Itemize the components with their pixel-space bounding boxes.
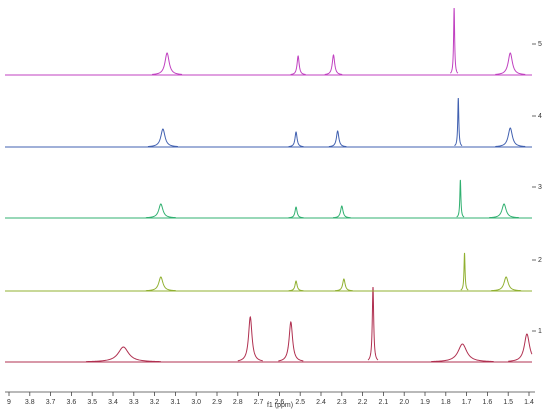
peak — [332, 205, 351, 219]
peak — [85, 346, 161, 363]
peak — [450, 7, 459, 74]
peak — [328, 130, 347, 148]
x-tick-label: 3.3 — [129, 399, 139, 406]
x-tick-label: 3.0 — [191, 399, 201, 406]
x-axis-label: f1 (ppm) — [267, 402, 293, 409]
x-tick-label: 1.5 — [503, 399, 513, 406]
x-tick-label: 2.6 — [275, 399, 285, 406]
x-tick-label: 3.6 — [67, 399, 77, 406]
x-tick-label: 3.8 — [25, 399, 35, 406]
peak — [491, 276, 522, 292]
x-tick-label: 2.8 — [233, 399, 243, 406]
peak — [237, 315, 263, 362]
x-tick-label: 3.5 — [87, 399, 97, 406]
x-tick-label: 3.4 — [108, 399, 118, 406]
peak — [508, 333, 533, 362]
x-tick-label: 2.1 — [379, 399, 389, 406]
peak — [454, 97, 463, 147]
peak — [367, 286, 379, 361]
peak — [431, 343, 494, 363]
y-tick-label: 1 — [538, 328, 542, 335]
peak — [324, 54, 343, 75]
x-tick-label: 9 — [7, 399, 11, 406]
x-tick-label: 3.1 — [171, 399, 181, 406]
y-tick-label: 3 — [538, 184, 542, 191]
peak — [152, 52, 183, 75]
peak — [288, 206, 304, 219]
x-tick-label: 2.7 — [254, 399, 264, 406]
x-tick-label: 3.2 — [150, 399, 160, 406]
peak — [288, 280, 304, 292]
peak — [495, 127, 526, 147]
x-tick-label: 1.9 — [420, 399, 430, 406]
x-tick-label: 2.9 — [212, 399, 222, 406]
x-tick-label: 1.4 — [524, 399, 534, 406]
y-tick-label: 4 — [538, 113, 542, 120]
x-tick-label: 2.0 — [399, 399, 409, 406]
x-tick-label: 1.6 — [483, 399, 493, 406]
x-tick-label: 2.5 — [295, 399, 305, 406]
x-tick-label: 2.2 — [358, 399, 368, 406]
peak — [335, 278, 353, 292]
x-tick-label: 2.3 — [337, 399, 347, 406]
peak — [290, 55, 306, 75]
peak — [489, 203, 520, 219]
peak — [147, 128, 178, 148]
x-tick-label: 2.4 — [316, 399, 326, 406]
peak — [278, 320, 304, 362]
peak — [288, 131, 304, 148]
peak — [456, 179, 465, 218]
peak — [145, 276, 176, 292]
x-tick-label: 1.8 — [441, 399, 451, 406]
x-tick-label: 1.7 — [462, 399, 472, 406]
peak — [495, 52, 526, 75]
peak — [460, 252, 469, 291]
y-tick-label: 2 — [538, 257, 542, 264]
x-tick-label: 3.7 — [46, 399, 56, 406]
peak — [145, 203, 176, 219]
y-tick-label: 5 — [538, 41, 542, 48]
